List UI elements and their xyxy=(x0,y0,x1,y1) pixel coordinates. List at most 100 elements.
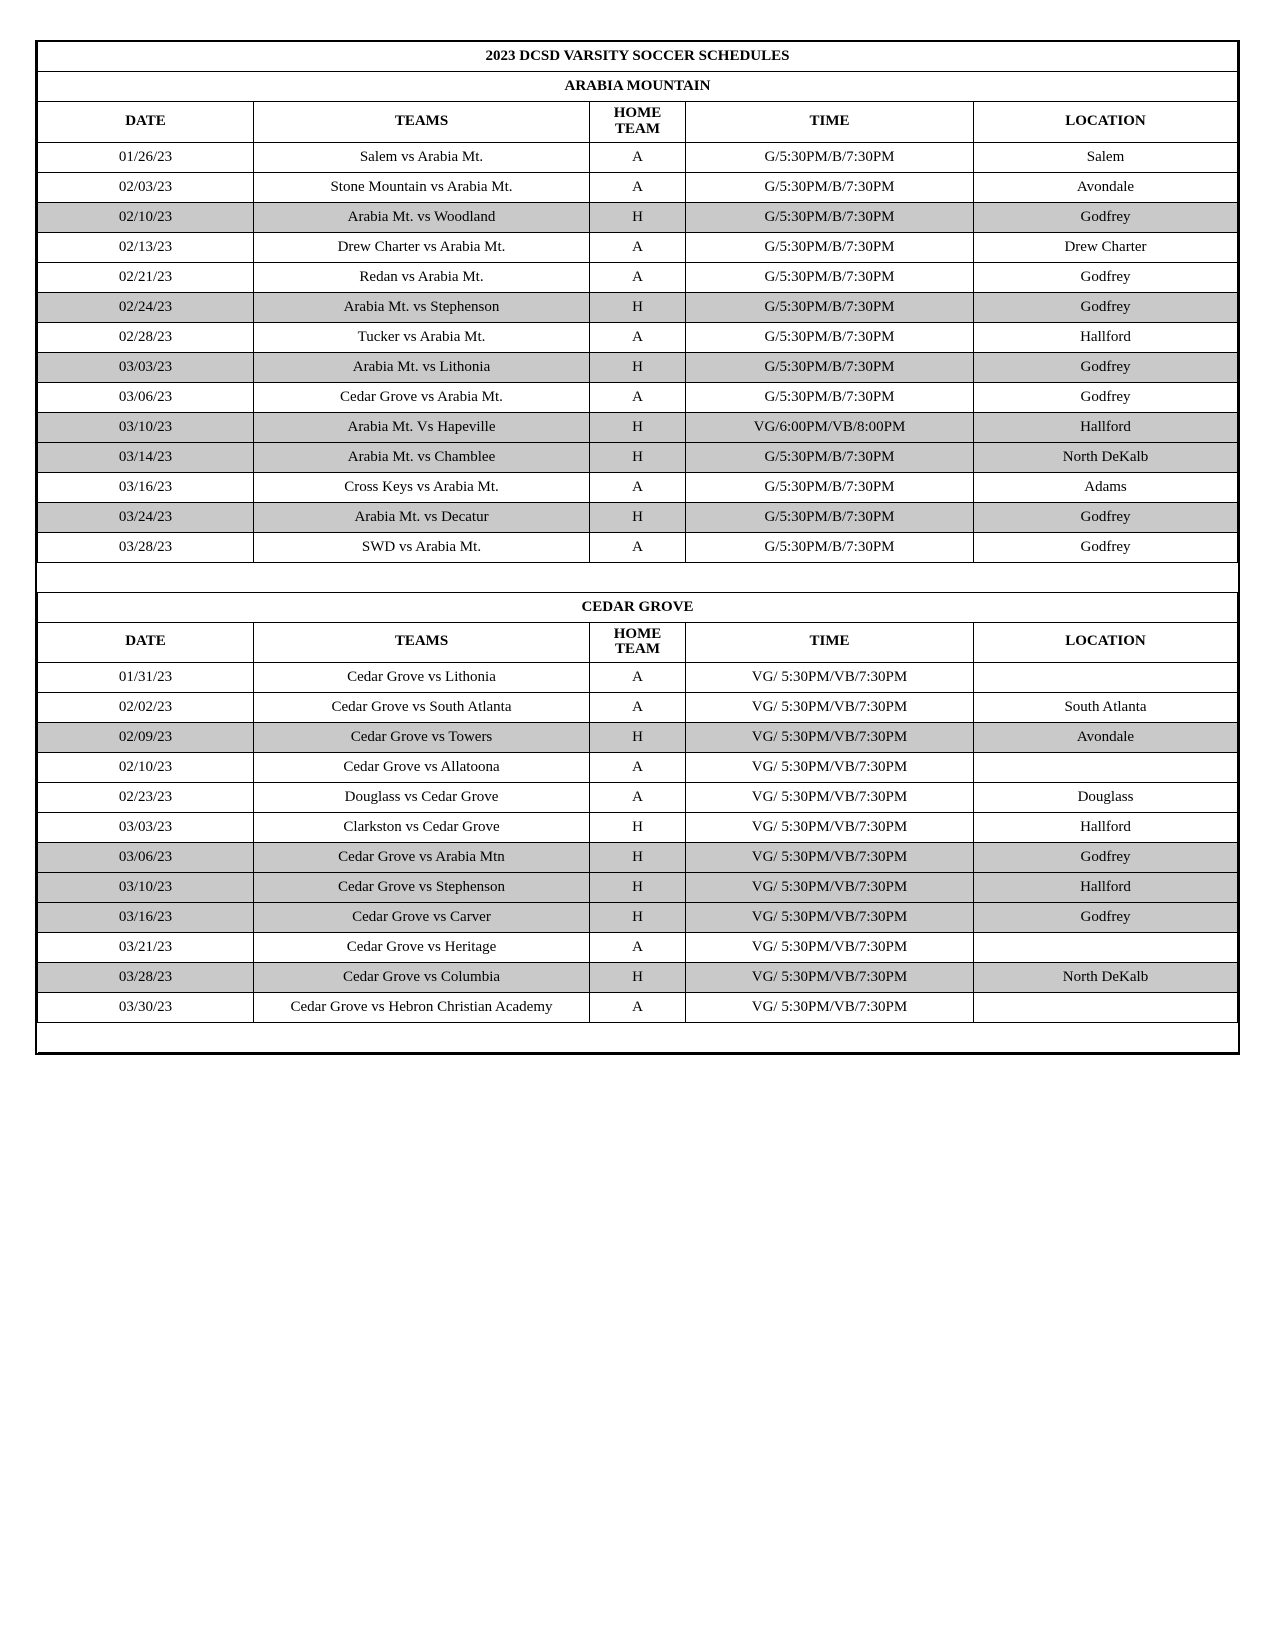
cell-home: A xyxy=(590,382,686,412)
cell-teams: Arabia Mt. vs Woodland xyxy=(254,202,590,232)
cell-location: Godfrey xyxy=(974,292,1238,322)
cell-date: 02/10/23 xyxy=(38,753,254,783)
schedule-row: 02/03/23Stone Mountain vs Arabia Mt.AG/5… xyxy=(38,172,1238,202)
cell-home: A xyxy=(590,693,686,723)
cell-time: VG/ 5:30PM/VB/7:30PM xyxy=(686,873,974,903)
cell-location: North DeKalb xyxy=(974,963,1238,993)
cell-time: VG/ 5:30PM/VB/7:30PM xyxy=(686,663,974,693)
cell-home: H xyxy=(590,903,686,933)
cell-teams: Cedar Grove vs South Atlanta xyxy=(254,693,590,723)
column-header-time: TIME xyxy=(686,622,974,663)
column-header-time: TIME xyxy=(686,102,974,143)
cell-location: Godfrey xyxy=(974,502,1238,532)
cell-date: 02/28/23 xyxy=(38,322,254,352)
spacer-row xyxy=(38,562,1238,592)
cell-location: Godfrey xyxy=(974,532,1238,562)
cell-time: G/5:30PM/B/7:30PM xyxy=(686,382,974,412)
cell-time: VG/ 5:30PM/VB/7:30PM xyxy=(686,903,974,933)
cell-home: A xyxy=(590,663,686,693)
cell-date: 02/09/23 xyxy=(38,723,254,753)
cell-teams: Clarkston vs Cedar Grove xyxy=(254,813,590,843)
column-header-row: DATETEAMSHOMETEAMTIMELOCATION xyxy=(38,102,1238,143)
cell-location: Hallford xyxy=(974,813,1238,843)
cell-teams: Arabia Mt. vs Stephenson xyxy=(254,292,590,322)
cell-teams: Arabia Mt. vs Decatur xyxy=(254,502,590,532)
cell-location: Godfrey xyxy=(974,352,1238,382)
schedule-row: 02/02/23Cedar Grove vs South AtlantaAVG/… xyxy=(38,693,1238,723)
schedule-document: 2023 DCSD VARSITY SOCCER SCHEDULESARABIA… xyxy=(35,40,1240,1055)
schedule-row: 03/28/23Cedar Grove vs ColumbiaHVG/ 5:30… xyxy=(38,963,1238,993)
schedule-row: 03/14/23Arabia Mt. vs ChambleeHG/5:30PM/… xyxy=(38,442,1238,472)
cell-time: VG/ 5:30PM/VB/7:30PM xyxy=(686,843,974,873)
cell-location: North DeKalb xyxy=(974,442,1238,472)
schedule-row: 02/09/23Cedar Grove vs TowersHVG/ 5:30PM… xyxy=(38,723,1238,753)
cell-teams: Cedar Grove vs Arabia Mtn xyxy=(254,843,590,873)
column-header-location: LOCATION xyxy=(974,622,1238,663)
cell-date: 03/03/23 xyxy=(38,813,254,843)
schedule-row: 03/06/23Cedar Grove vs Arabia Mt.AG/5:30… xyxy=(38,382,1238,412)
cell-teams: Arabia Mt. Vs Hapeville xyxy=(254,412,590,442)
cell-home: H xyxy=(590,412,686,442)
schedule-row: 03/28/23SWD vs Arabia Mt.AG/5:30PM/B/7:3… xyxy=(38,532,1238,562)
schedule-row: 03/24/23Arabia Mt. vs DecaturHG/5:30PM/B… xyxy=(38,502,1238,532)
cell-time: VG/ 5:30PM/VB/7:30PM xyxy=(686,753,974,783)
schedule-row: 03/10/23Cedar Grove vs StephensonHVG/ 5:… xyxy=(38,873,1238,903)
cell-home: H xyxy=(590,723,686,753)
cell-date: 03/16/23 xyxy=(38,472,254,502)
cell-time: G/5:30PM/B/7:30PM xyxy=(686,172,974,202)
cell-time: G/5:30PM/B/7:30PM xyxy=(686,232,974,262)
cell-teams: Arabia Mt. vs Chamblee xyxy=(254,442,590,472)
cell-home: A xyxy=(590,532,686,562)
schedule-row: 03/21/23Cedar Grove vs HeritageAVG/ 5:30… xyxy=(38,933,1238,963)
cell-location xyxy=(974,993,1238,1023)
cell-teams: Drew Charter vs Arabia Mt. xyxy=(254,232,590,262)
cell-location xyxy=(974,933,1238,963)
cell-date: 02/02/23 xyxy=(38,693,254,723)
column-header-home: HOMETEAM xyxy=(590,102,686,143)
column-header-location: LOCATION xyxy=(974,102,1238,143)
cell-time: G/5:30PM/B/7:30PM xyxy=(686,292,974,322)
column-header-teams: TEAMS xyxy=(254,102,590,143)
column-header-teams: TEAMS xyxy=(254,622,590,663)
cell-date: 03/24/23 xyxy=(38,502,254,532)
cell-date: 03/03/23 xyxy=(38,352,254,382)
section-header-row: CEDAR GROVE xyxy=(38,592,1238,622)
column-header-home: HOMETEAM xyxy=(590,622,686,663)
cell-time: G/5:30PM/B/7:30PM xyxy=(686,442,974,472)
cell-teams: Douglass vs Cedar Grove xyxy=(254,783,590,813)
cell-date: 03/06/23 xyxy=(38,843,254,873)
schedule-row: 03/10/23Arabia Mt. Vs HapevilleHVG/6:00P… xyxy=(38,412,1238,442)
cell-location: Hallford xyxy=(974,322,1238,352)
cell-date: 02/24/23 xyxy=(38,292,254,322)
cell-date: 03/30/23 xyxy=(38,993,254,1023)
cell-location: Salem xyxy=(974,142,1238,172)
cell-date: 03/28/23 xyxy=(38,532,254,562)
cell-time: VG/6:00PM/VB/8:00PM xyxy=(686,412,974,442)
cell-date: 02/21/23 xyxy=(38,262,254,292)
cell-date: 03/10/23 xyxy=(38,873,254,903)
column-header-date: DATE xyxy=(38,102,254,143)
cell-date: 03/16/23 xyxy=(38,903,254,933)
cell-date: 02/13/23 xyxy=(38,232,254,262)
cell-teams: Cedar Grove vs Lithonia xyxy=(254,663,590,693)
schedule-row: 02/28/23Tucker vs Arabia Mt.AG/5:30PM/B/… xyxy=(38,322,1238,352)
cell-home: H xyxy=(590,292,686,322)
schedule-row: 02/21/23Redan vs Arabia Mt.AG/5:30PM/B/7… xyxy=(38,262,1238,292)
cell-home: H xyxy=(590,963,686,993)
cell-teams: Stone Mountain vs Arabia Mt. xyxy=(254,172,590,202)
cell-home: H xyxy=(590,442,686,472)
schedule-table: 2023 DCSD VARSITY SOCCER SCHEDULESARABIA… xyxy=(37,42,1238,1053)
schedule-row: 03/06/23Cedar Grove vs Arabia MtnHVG/ 5:… xyxy=(38,843,1238,873)
schedule-row: 03/30/23Cedar Grove vs Hebron Christian … xyxy=(38,993,1238,1023)
cell-location xyxy=(974,663,1238,693)
cell-home: A xyxy=(590,933,686,963)
section-header-row: ARABIA MOUNTAIN xyxy=(38,72,1238,102)
cell-home: H xyxy=(590,502,686,532)
cell-time: G/5:30PM/B/7:30PM xyxy=(686,502,974,532)
cell-time: VG/ 5:30PM/VB/7:30PM xyxy=(686,963,974,993)
schedule-row: 03/16/23Cross Keys vs Arabia Mt.AG/5:30P… xyxy=(38,472,1238,502)
cell-date: 02/23/23 xyxy=(38,783,254,813)
cell-location: Douglass xyxy=(974,783,1238,813)
cell-time: VG/ 5:30PM/VB/7:30PM xyxy=(686,783,974,813)
cell-time: G/5:30PM/B/7:30PM xyxy=(686,142,974,172)
